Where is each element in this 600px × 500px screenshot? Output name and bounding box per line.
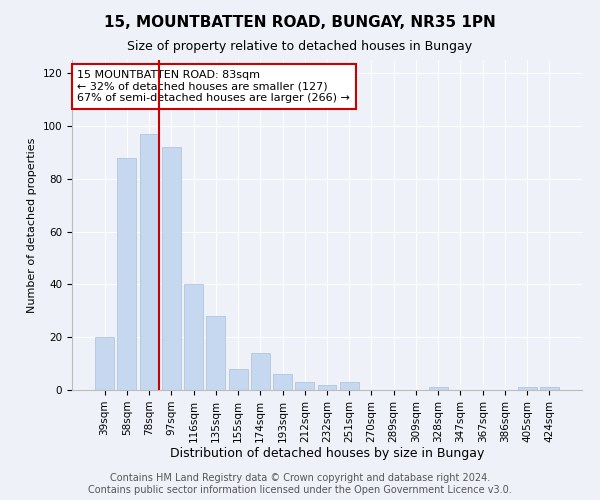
Y-axis label: Number of detached properties: Number of detached properties: [27, 138, 37, 312]
Bar: [95, 337, 114, 390]
Bar: [206, 316, 225, 390]
Bar: [429, 388, 448, 390]
Bar: [340, 382, 359, 390]
Text: 15, MOUNTBATTEN ROAD, BUNGAY, NR35 1PN: 15, MOUNTBATTEN ROAD, BUNGAY, NR35 1PN: [104, 15, 496, 30]
Bar: [251, 353, 270, 390]
Text: 15 MOUNTBATTEN ROAD: 83sqm
← 32% of detached houses are smaller (127)
67% of sem: 15 MOUNTBATTEN ROAD: 83sqm ← 32% of deta…: [77, 70, 350, 103]
Bar: [540, 388, 559, 390]
Text: Contains HM Land Registry data © Crown copyright and database right 2024.
Contai: Contains HM Land Registry data © Crown c…: [88, 474, 512, 495]
Bar: [140, 134, 158, 390]
X-axis label: Distribution of detached houses by size in Bungay: Distribution of detached houses by size …: [170, 448, 484, 460]
Bar: [518, 388, 536, 390]
Bar: [317, 384, 337, 390]
Bar: [273, 374, 292, 390]
Bar: [118, 158, 136, 390]
Bar: [184, 284, 203, 390]
Bar: [162, 147, 181, 390]
Bar: [295, 382, 314, 390]
Bar: [229, 369, 248, 390]
Text: Size of property relative to detached houses in Bungay: Size of property relative to detached ho…: [127, 40, 473, 53]
